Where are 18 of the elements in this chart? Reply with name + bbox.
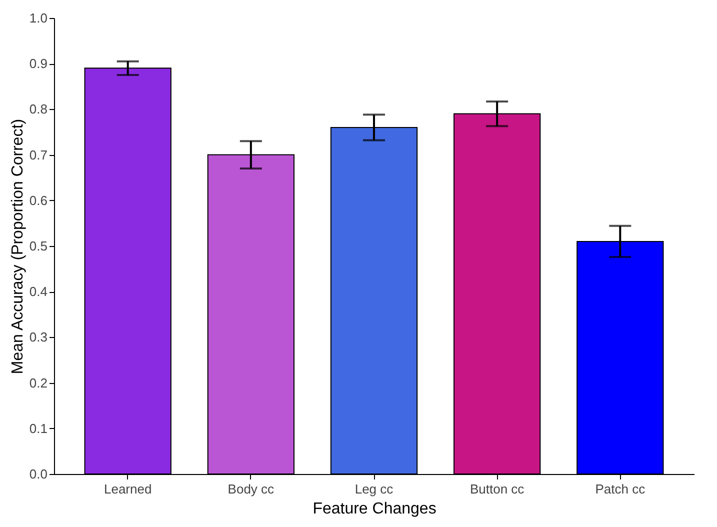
y-axis-title: Mean Accuracy (Proportion Correct) [9, 118, 26, 374]
x-tick-label: Leg cc [354, 482, 394, 496]
y-tick-label: 0.3 [29, 330, 48, 345]
x-tick-label: Learned [104, 482, 152, 496]
y-tick-label: 0.0 [29, 466, 48, 482]
x-tick-label: Button cc [470, 482, 525, 496]
y-tick-label: 0.1 [29, 420, 48, 436]
y-tick-label: 0.5 [29, 238, 48, 254]
x-axis-title: Feature Changes [312, 500, 436, 518]
y-tick-label: 0.7 [29, 147, 48, 162]
y-tick-label: 0.2 [29, 375, 48, 390]
y-tick-label: 0.9 [29, 56, 48, 72]
x-tick-label: Patch cc [595, 482, 646, 496]
y-tick-label: 0.6 [29, 192, 48, 208]
y-tick-label: 0.4 [29, 284, 48, 300]
y-tick-label: 1.0 [29, 10, 48, 26]
y-tick-label: 0.8 [29, 102, 48, 117]
x-tick-label: Body cc [228, 482, 275, 496]
